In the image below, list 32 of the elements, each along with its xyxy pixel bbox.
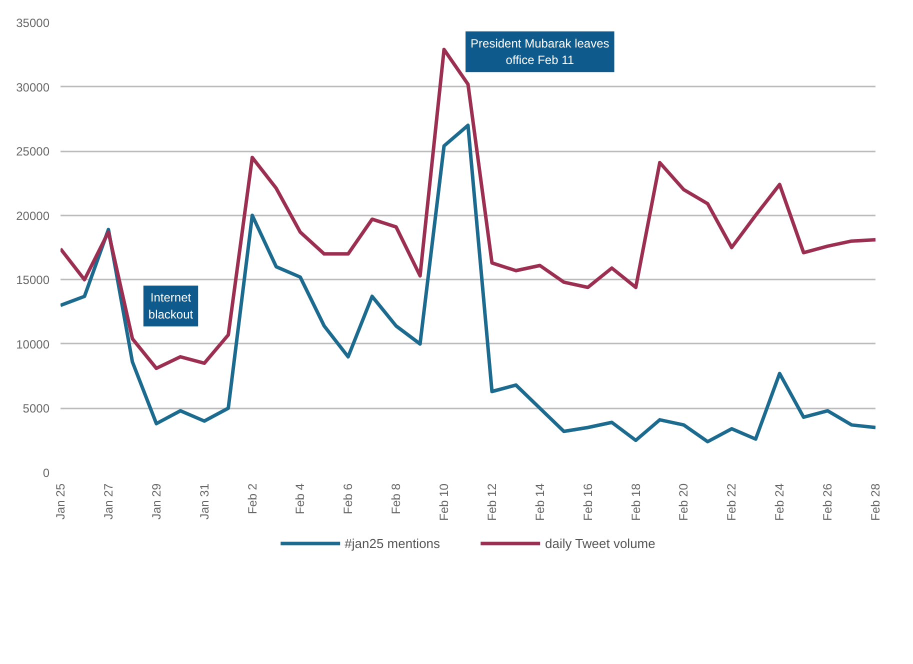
- annotation: Internet blackout: [148, 290, 194, 322]
- x-tick-label: Feb 18: [628, 483, 643, 521]
- x-tick-label: Feb 12: [484, 483, 499, 521]
- x-tick-label: Feb 8: [389, 483, 404, 514]
- x-tick-label: Jan 31: [197, 483, 212, 520]
- x-tick-label: Jan 29: [149, 483, 164, 520]
- x-tick-label: Feb 22: [724, 483, 739, 521]
- x-tick-label: Feb 2: [245, 483, 260, 514]
- y-tick-label: 5000: [22, 402, 50, 416]
- x-tick-label: Feb 14: [532, 483, 547, 521]
- x-tick-label: Jan 27: [101, 483, 116, 520]
- y-tick-label: 25000: [16, 144, 50, 159]
- x-tick-label: Feb 26: [820, 483, 835, 521]
- x-tick-label: Feb 28: [868, 483, 882, 521]
- y-tick-label: 15000: [16, 273, 50, 288]
- y-tick-label: 30000: [16, 80, 50, 94]
- x-tick-label: Feb 24: [772, 483, 787, 521]
- line-series: [60, 124, 876, 444]
- x-tick-label: Jan 25: [54, 483, 68, 520]
- x-tick-label: Feb 10: [437, 483, 452, 521]
- x-tick-label: Feb 20: [676, 483, 691, 521]
- legend-label: #jan25 mentions: [344, 536, 440, 550]
- x-tick-label: Feb 16: [580, 483, 595, 521]
- annotation: President Mubarak leaves office Feb 11: [470, 36, 610, 68]
- x-tick-label: Feb 4: [293, 483, 308, 514]
- y-tick-label: 10000: [16, 337, 50, 352]
- y-tick-label: 35000: [16, 16, 50, 30]
- x-tick-label: Feb 6: [341, 483, 356, 514]
- line-series: [60, 48, 876, 370]
- y-tick-label: 20000: [16, 208, 50, 223]
- legend-label: daily Tweet volume: [545, 536, 656, 550]
- y-tick-label: 0: [42, 466, 50, 480]
